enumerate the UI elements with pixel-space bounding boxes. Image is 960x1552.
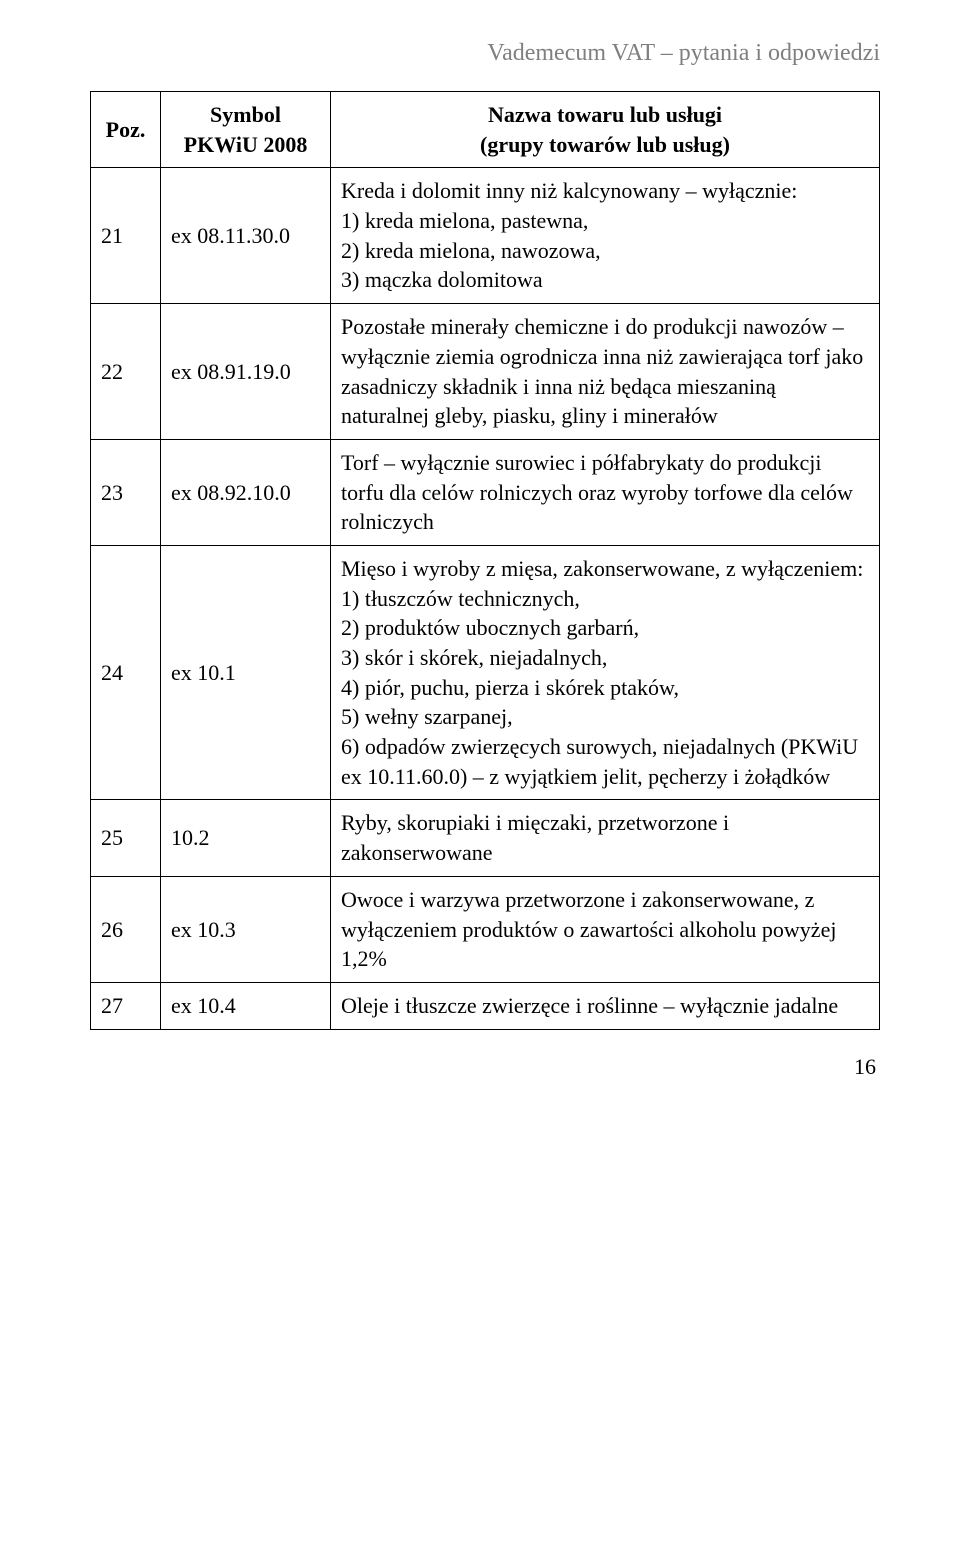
cell-desc: Oleje i tłuszcze zwierzęce i roślinne – … xyxy=(331,982,880,1029)
cell-poz: 27 xyxy=(91,982,161,1029)
cell-poz: 21 xyxy=(91,168,161,304)
cell-desc: Kreda i dolomit inny niż kalcynowany – w… xyxy=(331,168,880,304)
col-name-line1: Nazwa towaru lub usługi xyxy=(488,102,722,127)
cell-desc: Owoce i warzywa przetworzone i zakonserw… xyxy=(331,876,880,982)
table-row: 26 ex 10.3 Owoce i warzywa przetworzone … xyxy=(91,876,880,982)
cell-desc: Ryby, skorupiaki i mięczaki, przetworzon… xyxy=(331,800,880,876)
cell-symbol: ex 10.3 xyxy=(161,876,331,982)
table-header-row: Poz. Symbol PKWiU 2008 Nazwa towaru lub … xyxy=(91,92,880,168)
col-symbol-line2: PKWiU 2008 xyxy=(184,132,308,157)
data-table: Poz. Symbol PKWiU 2008 Nazwa towaru lub … xyxy=(90,91,880,1030)
cell-poz: 22 xyxy=(91,304,161,440)
cell-symbol: ex 10.1 xyxy=(161,545,331,800)
table-row: 21 ex 08.11.30.0 Kreda i dolomit inny ni… xyxy=(91,168,880,304)
col-name-line2: (grupy towarów lub usług) xyxy=(480,132,730,157)
table-row: 24 ex 10.1 Mięso i wyroby z mięsa, zakon… xyxy=(91,545,880,800)
cell-poz: 23 xyxy=(91,439,161,545)
page-number: 16 xyxy=(90,1054,880,1080)
col-symbol-line1: Symbol xyxy=(210,102,281,127)
cell-symbol: ex 08.91.19.0 xyxy=(161,304,331,440)
cell-poz: 24 xyxy=(91,545,161,800)
cell-symbol: 10.2 xyxy=(161,800,331,876)
cell-symbol: ex 08.92.10.0 xyxy=(161,439,331,545)
cell-desc: Torf – wyłącznie surowiec i półfabrykaty… xyxy=(331,439,880,545)
table-row: 23 ex 08.92.10.0 Torf – wyłącznie surowi… xyxy=(91,439,880,545)
col-name-header: Nazwa towaru lub usługi (grupy towarów l… xyxy=(331,92,880,168)
col-poz-header: Poz. xyxy=(91,92,161,168)
cell-desc: Mięso i wyroby z mięsa, zakonserwowane, … xyxy=(331,545,880,800)
cell-desc: Pozostałe minerały chemiczne i do produk… xyxy=(331,304,880,440)
cell-poz: 25 xyxy=(91,800,161,876)
col-symbol-header: Symbol PKWiU 2008 xyxy=(161,92,331,168)
table-row: 25 10.2 Ryby, skorupiaki i mięczaki, prz… xyxy=(91,800,880,876)
table-row: 27 ex 10.4 Oleje i tłuszcze zwierzęce i … xyxy=(91,982,880,1029)
cell-symbol: ex 10.4 xyxy=(161,982,331,1029)
cell-poz: 26 xyxy=(91,876,161,982)
cell-symbol: ex 08.11.30.0 xyxy=(161,168,331,304)
table-row: 22 ex 08.91.19.0 Pozostałe minerały chem… xyxy=(91,304,880,440)
table-body: 21 ex 08.11.30.0 Kreda i dolomit inny ni… xyxy=(91,168,880,1029)
page-header: Vademecum VAT – pytania i odpowiedzi xyxy=(90,40,880,67)
